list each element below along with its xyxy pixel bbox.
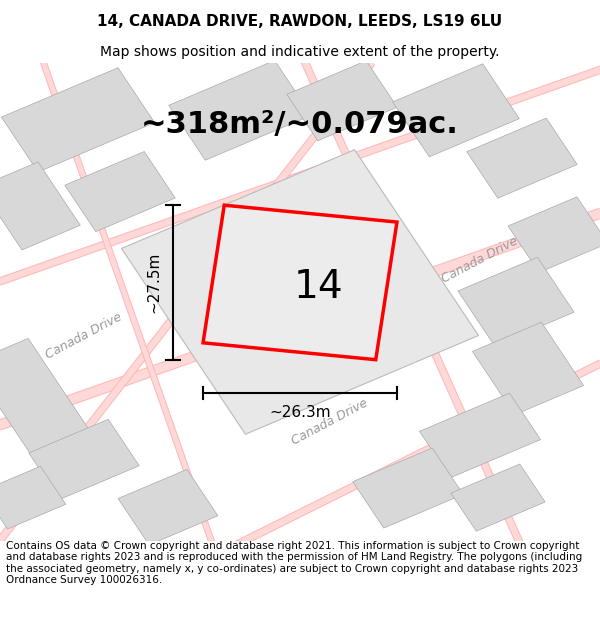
Polygon shape bbox=[121, 150, 479, 434]
Text: Canada Drive: Canada Drive bbox=[44, 311, 124, 362]
Text: Canada Drive: Canada Drive bbox=[440, 234, 520, 286]
Text: ~26.3m: ~26.3m bbox=[269, 405, 331, 420]
Polygon shape bbox=[0, 466, 66, 529]
Polygon shape bbox=[1, 68, 155, 172]
Polygon shape bbox=[419, 393, 541, 478]
Text: 14: 14 bbox=[293, 268, 343, 306]
Polygon shape bbox=[353, 448, 463, 528]
Polygon shape bbox=[508, 197, 600, 272]
Polygon shape bbox=[203, 205, 397, 360]
Text: ~27.5m: ~27.5m bbox=[146, 252, 161, 313]
Polygon shape bbox=[0, 162, 80, 250]
Polygon shape bbox=[0, 338, 90, 456]
Polygon shape bbox=[118, 469, 218, 545]
Text: 14, CANADA DRIVE, RAWDON, LEEDS, LS19 6LU: 14, CANADA DRIVE, RAWDON, LEEDS, LS19 6L… bbox=[97, 14, 503, 29]
Text: ~318m²/~0.079ac.: ~318m²/~0.079ac. bbox=[141, 110, 459, 139]
Polygon shape bbox=[287, 61, 397, 141]
Polygon shape bbox=[65, 151, 175, 232]
Polygon shape bbox=[458, 258, 574, 346]
Polygon shape bbox=[467, 118, 577, 198]
Polygon shape bbox=[29, 419, 139, 499]
Polygon shape bbox=[472, 322, 584, 415]
Text: Contains OS data © Crown copyright and database right 2021. This information is : Contains OS data © Crown copyright and d… bbox=[6, 541, 582, 586]
Polygon shape bbox=[392, 64, 520, 157]
Polygon shape bbox=[169, 61, 311, 160]
Text: Canada Drive: Canada Drive bbox=[290, 397, 370, 448]
Text: Map shows position and indicative extent of the property.: Map shows position and indicative extent… bbox=[100, 45, 500, 59]
Polygon shape bbox=[451, 464, 545, 531]
